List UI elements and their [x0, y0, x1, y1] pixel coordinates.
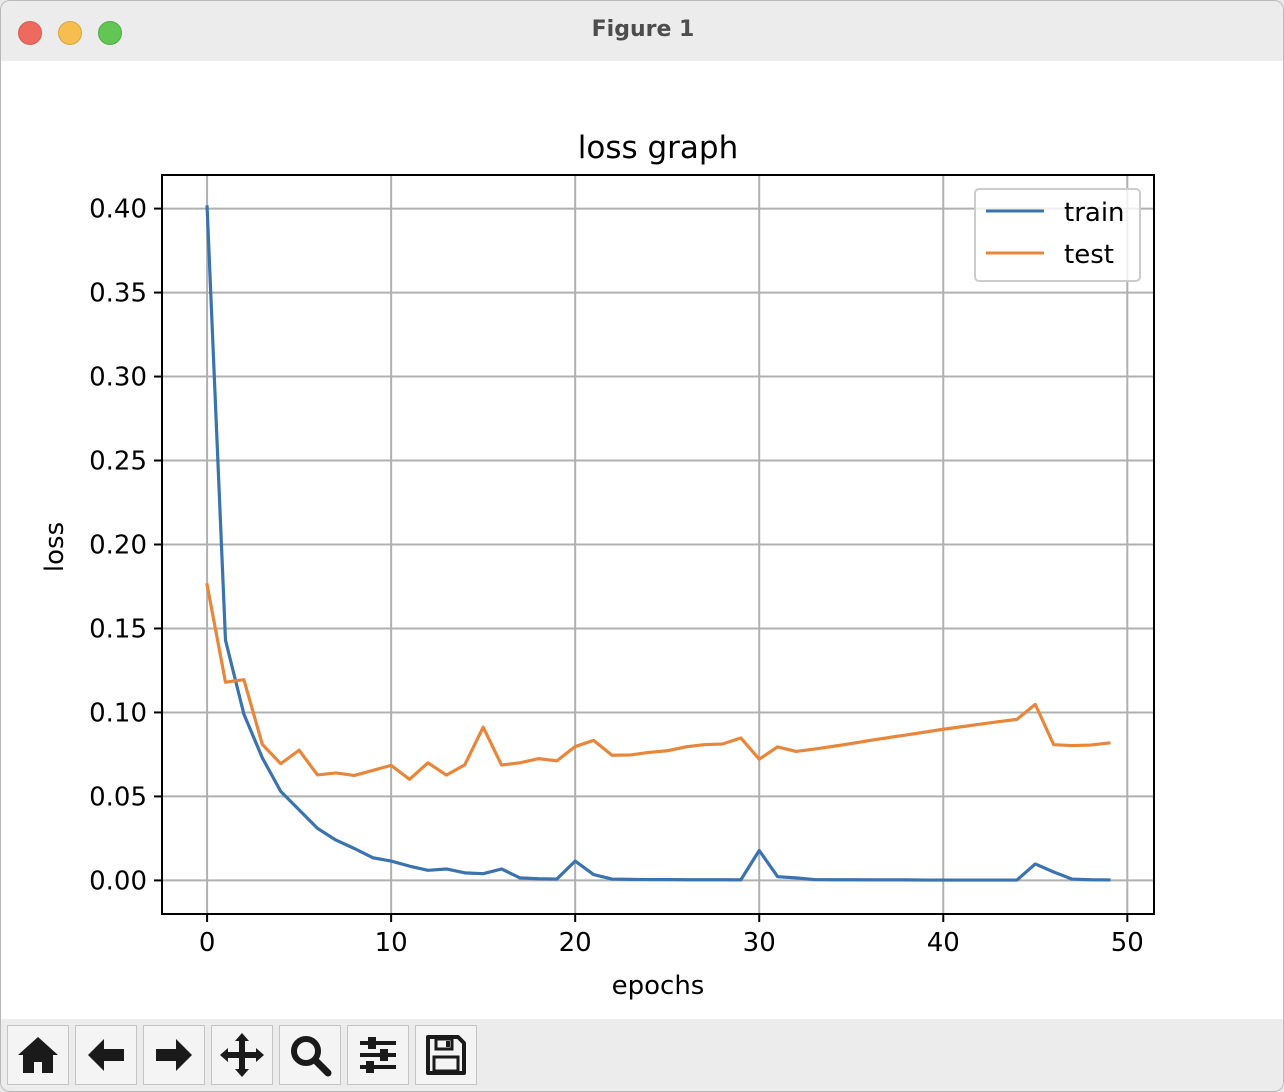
legend: train test — [974, 188, 1141, 282]
chart-figure: 0 10 20 30 40 50 0.00 0.05 0.10 0.15 0.20 0.25 0.30 0… — [1, 61, 1283, 1019]
y-tick-label: 0.35 — [89, 279, 147, 309]
home-icon — [18, 1037, 58, 1073]
series-lines — [205, 205, 1111, 882]
y-tick-label: 0.40 — [89, 195, 147, 225]
home-button[interactable] — [7, 1025, 69, 1085]
x-tick-label: 10 — [375, 928, 408, 958]
x-tick-label: 0 — [199, 928, 216, 958]
chart-title: loss graph — [578, 130, 738, 166]
configure-subplots-button[interactable] — [347, 1025, 409, 1085]
back-button[interactable] — [75, 1025, 137, 1085]
y-tick-label: 0.20 — [89, 531, 147, 561]
series-line-train — [205, 205, 1111, 882]
x-tick-label: 30 — [743, 928, 776, 958]
zoom-button[interactable] — [279, 1025, 341, 1085]
x-tick-label: 50 — [1111, 928, 1144, 958]
x-tick-label: 20 — [559, 928, 592, 958]
maximize-window-button[interactable] — [98, 21, 122, 45]
y-tick-label: 0.15 — [89, 614, 147, 644]
series-line-test — [205, 582, 1111, 781]
y-tick-label: 0.10 — [89, 698, 147, 728]
forward-button[interactable] — [143, 1025, 205, 1085]
floppy-disk-icon — [426, 1035, 466, 1075]
y-tick-label: 0.25 — [89, 447, 147, 477]
move-icon — [220, 1033, 264, 1077]
close-window-button[interactable] — [18, 21, 42, 45]
pan-button[interactable] — [211, 1025, 273, 1085]
window-titlebar[interactable]: Figure 1 — [1, 1, 1283, 62]
minimize-window-button[interactable] — [58, 21, 82, 45]
x-tick-label: 40 — [927, 928, 960, 958]
axis-ticks: 0 10 20 30 40 50 0.00 0.05 0.10 0.15 0.20 0.25 0.30 0… — [89, 195, 1144, 958]
x-axis-label: epochs — [612, 971, 705, 1001]
y-tick-label: 0.05 — [89, 782, 147, 812]
arrow-right-icon — [156, 1039, 192, 1071]
navigation-toolbar — [1, 1019, 1283, 1091]
sliders-icon — [360, 1037, 396, 1073]
magnifier-icon — [291, 1036, 332, 1077]
y-axis-label: loss — [40, 522, 70, 572]
y-tick-label: 0.30 — [89, 363, 147, 393]
y-tick-label: 0.00 — [89, 866, 147, 896]
save-button[interactable] — [415, 1025, 477, 1085]
legend-label-train: train — [1064, 198, 1125, 228]
window-title: Figure 1 — [591, 17, 695, 42]
legend-label-test: test — [1064, 240, 1114, 270]
arrow-left-icon — [88, 1039, 124, 1071]
